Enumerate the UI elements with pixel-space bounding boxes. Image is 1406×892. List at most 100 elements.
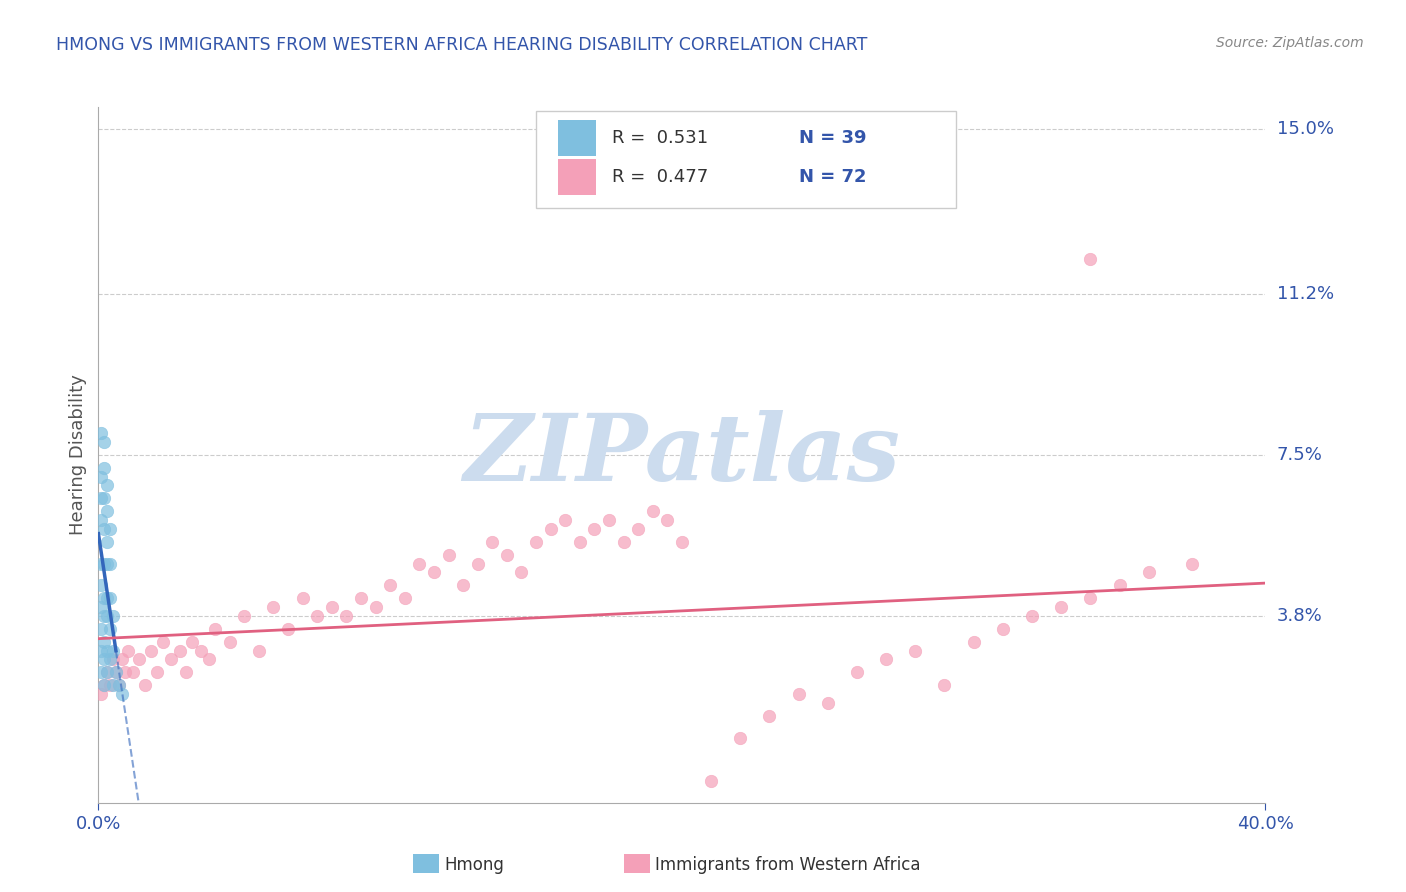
Point [378,578,402,592]
Text: 7.5%: 7.5% [1277,446,1323,464]
Point [233,608,256,623]
Point [991,622,1014,636]
Point [139,643,162,657]
Point [524,534,547,549]
Point [117,643,139,657]
Point [307,608,329,623]
Point [350,591,373,606]
Point [93,434,115,449]
Point [128,652,150,666]
Point [160,652,183,666]
Point [111,652,134,666]
Point [728,731,751,745]
Point [93,652,115,666]
Point [90,665,112,680]
Point [568,534,591,549]
Point [90,600,112,615]
Point [90,643,112,657]
Point [612,534,634,549]
Point [758,708,780,723]
Point [104,665,127,680]
Point [98,522,121,536]
Point [364,600,387,615]
Point [96,591,118,606]
Point [1080,591,1102,606]
Point [510,566,533,580]
Point [904,643,927,657]
Point [641,504,664,518]
Point [262,600,284,615]
Point [845,665,868,680]
Point [98,622,121,636]
Point [90,426,112,441]
Point [96,478,118,492]
Point [104,665,127,680]
Point [1137,566,1160,580]
Text: R =  0.477: R = 0.477 [612,168,709,186]
Point [96,665,118,680]
Point [394,591,416,606]
Point [875,652,897,666]
Point [671,534,693,549]
Text: Hmong: Hmong [444,856,505,874]
Point [98,678,121,692]
Point [1080,252,1102,267]
Point [93,678,115,692]
Point [934,678,956,692]
Point [174,665,197,680]
Point [101,608,124,623]
Text: 3.8%: 3.8% [1277,607,1322,624]
Point [321,600,343,615]
Point [291,591,314,606]
Text: Source: ZipAtlas.com: Source: ZipAtlas.com [1216,36,1364,50]
Point [787,687,810,701]
FancyBboxPatch shape [558,159,596,194]
Point [93,591,115,606]
Point [114,665,136,680]
Point [108,678,131,692]
Point [93,608,115,623]
Point [98,652,121,666]
Point [451,578,474,592]
Point [218,635,240,649]
Text: N = 72: N = 72 [799,168,866,186]
Point [90,557,112,571]
Point [90,578,112,592]
Point [96,665,118,680]
Text: 15.0%: 15.0% [1277,120,1333,137]
Point [93,678,115,692]
Point [1021,608,1043,623]
Text: 11.2%: 11.2% [1277,285,1334,303]
Point [540,522,562,536]
FancyBboxPatch shape [558,120,596,156]
Point [93,491,115,506]
Point [277,622,299,636]
Point [90,622,112,636]
Point [98,591,121,606]
Point [90,687,112,701]
Point [247,643,270,657]
Point [98,557,121,571]
Point [437,548,460,562]
Point [169,643,191,657]
Text: ZIPatlas: ZIPatlas [464,410,900,500]
Point [467,557,489,571]
Point [1181,557,1204,571]
Y-axis label: Hearing Disability: Hearing Disability [69,375,87,535]
FancyBboxPatch shape [536,111,956,208]
Point [96,557,118,571]
Point [96,504,118,518]
Point [93,461,115,475]
Point [180,635,202,649]
Point [817,696,839,710]
Point [1050,600,1073,615]
Point [93,522,115,536]
Point [408,557,430,571]
Point [627,522,650,536]
Point [204,622,226,636]
Point [598,513,620,527]
Point [190,643,212,657]
Point [108,678,131,692]
Point [962,635,984,649]
Point [96,534,118,549]
